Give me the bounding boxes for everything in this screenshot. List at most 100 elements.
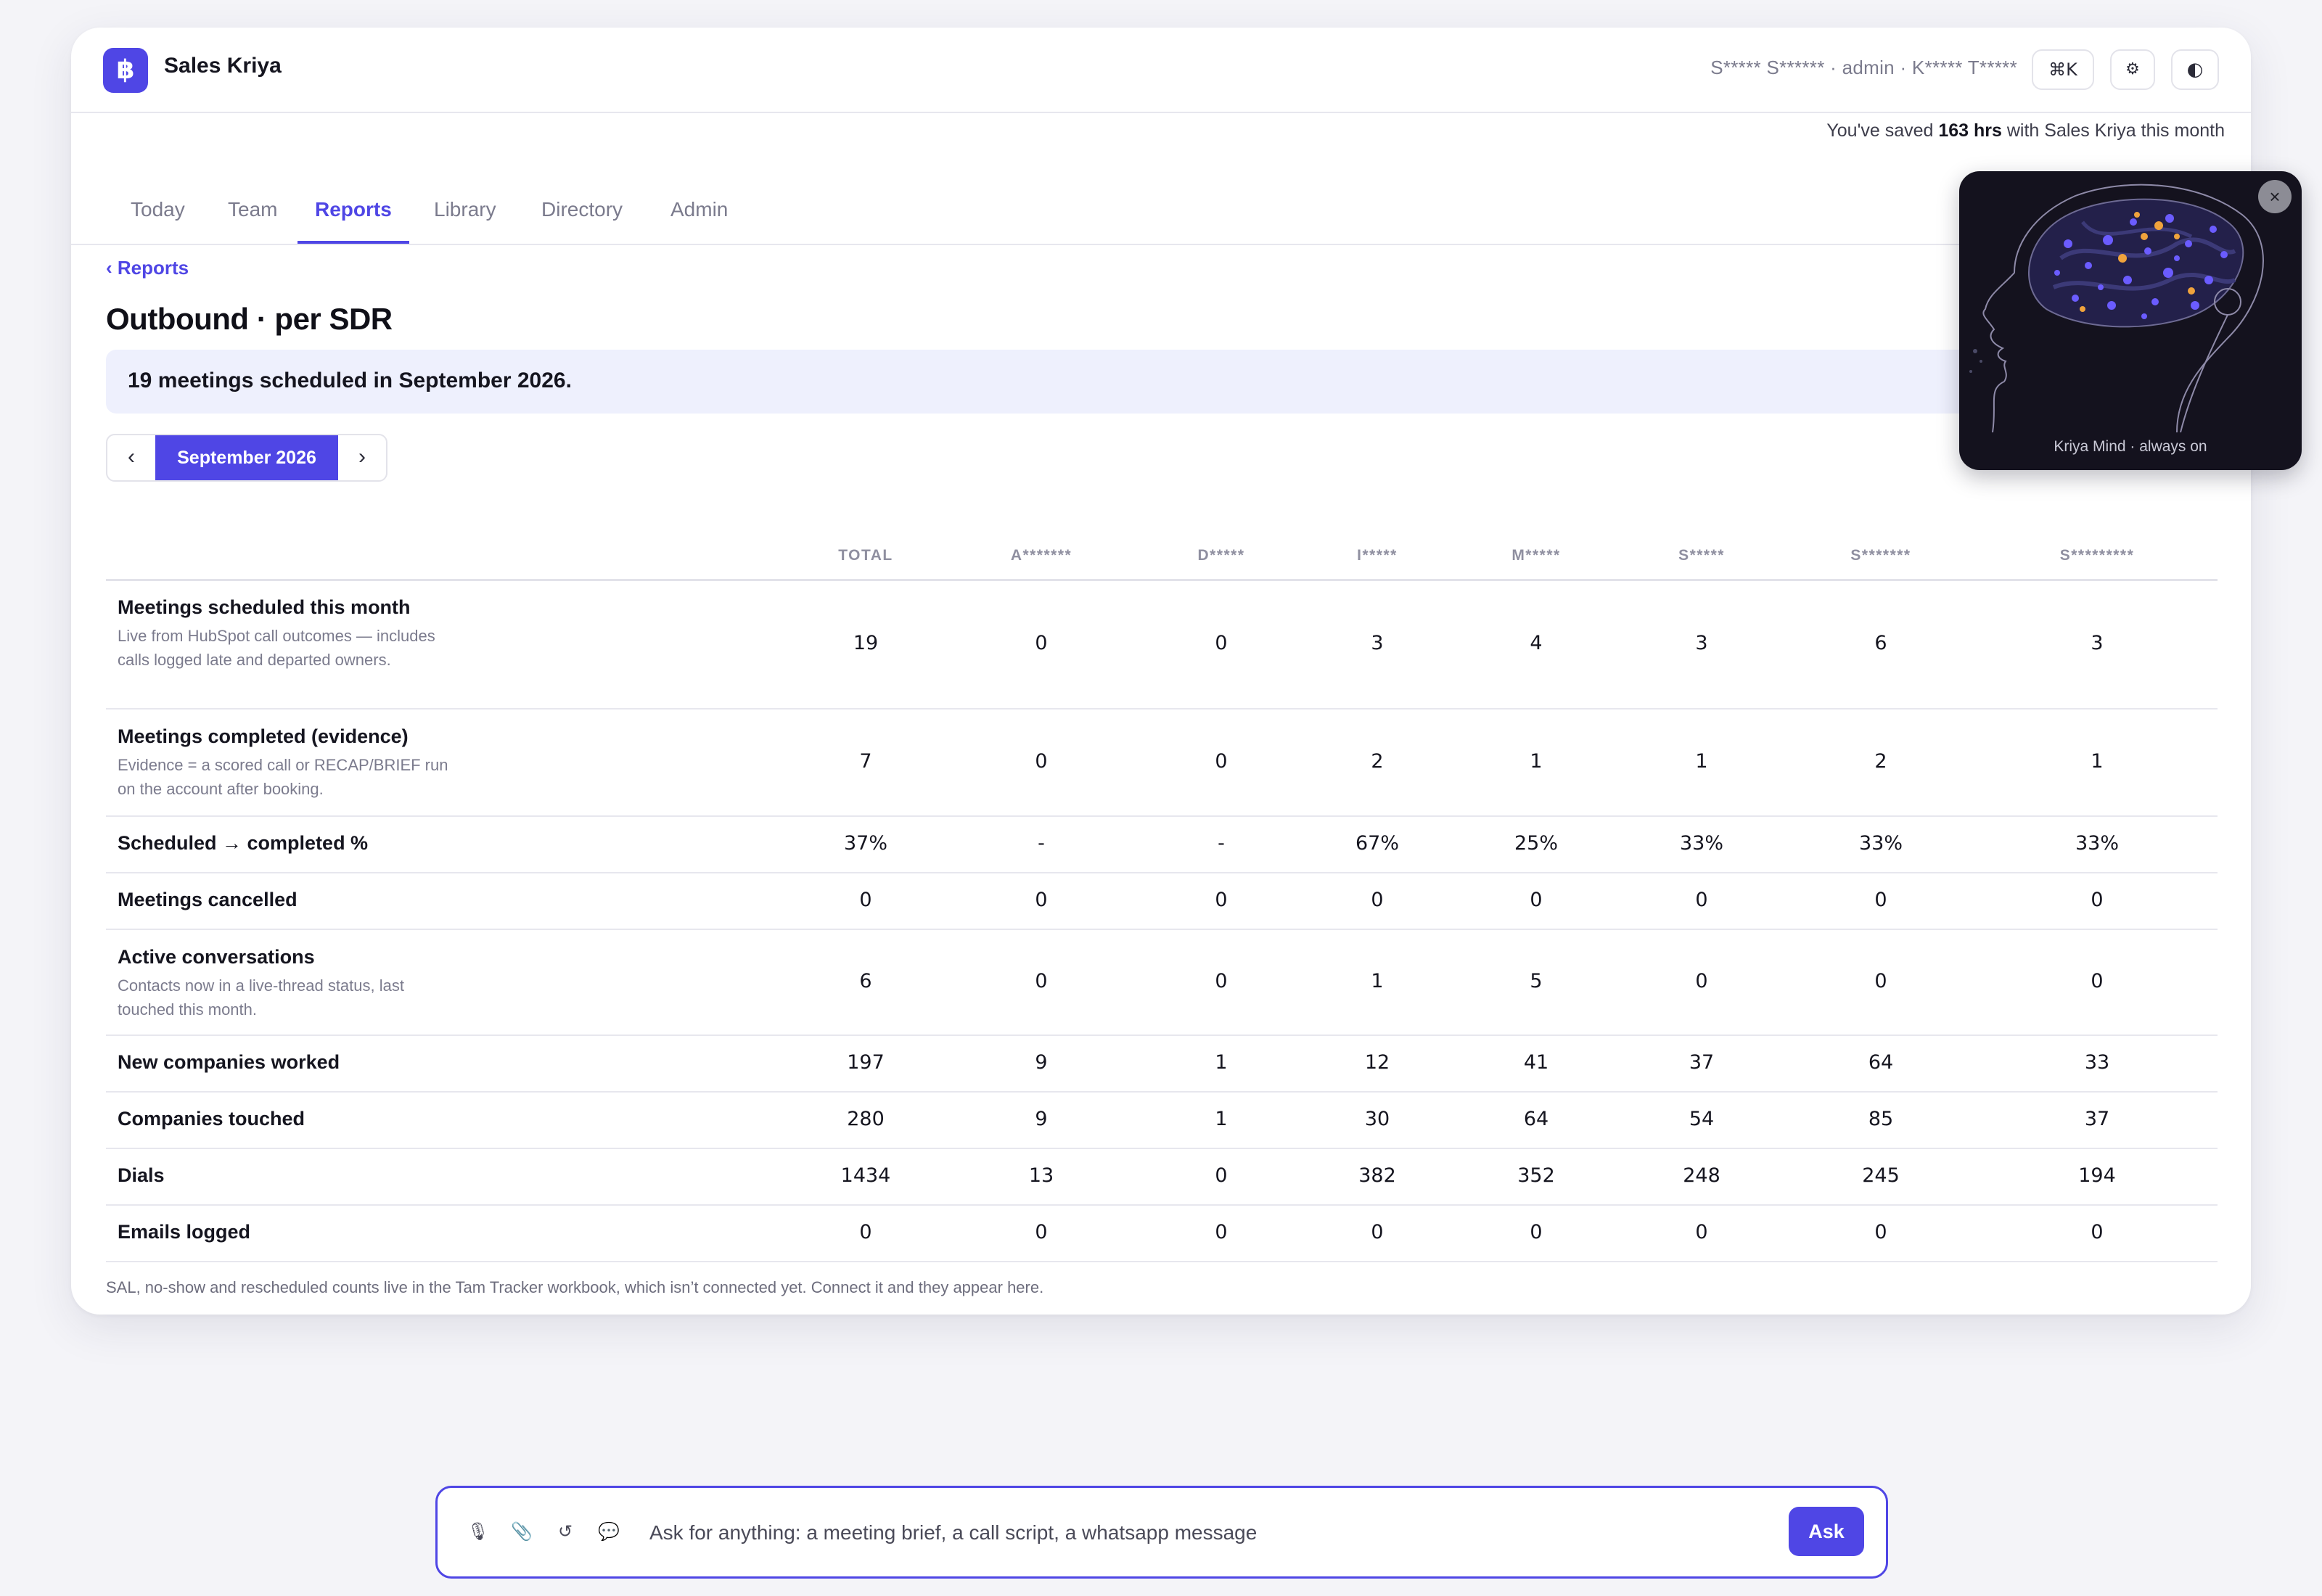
- refresh-icon[interactable]: ↺: [557, 1521, 573, 1542]
- sdr-value-cell: 0: [2091, 970, 2104, 992]
- tab-team[interactable]: Team: [228, 198, 278, 221]
- tab-library[interactable]: Library: [434, 198, 496, 221]
- row-label: Meetings cancelled: [118, 889, 298, 910]
- sdr-value-cell: 382: [1358, 1164, 1396, 1187]
- sdr-value-cell: 0: [1371, 1221, 1384, 1243]
- sdr-value-cell: 64: [1523, 1108, 1549, 1130]
- column-header-sdr: S*****: [1678, 547, 1725, 564]
- sdr-value-cell: 1: [1215, 1108, 1228, 1130]
- table-row: Dials 1434 13 0 382 352 248 245 194: [106, 1148, 2218, 1206]
- row-label: Dials: [118, 1164, 165, 1186]
- sdr-value-cell: 9: [1035, 1108, 1048, 1130]
- app-logo-icon[interactable]: ฿: [103, 48, 148, 93]
- sdr-value-cell: 0: [1371, 889, 1384, 911]
- table-row: Emails logged 0 0 0 0 0 0 0 0: [106, 1204, 2218, 1262]
- sdr-value-cell: 1: [1371, 970, 1384, 992]
- sdr-value-cell: 5: [1530, 970, 1543, 992]
- column-header-sdr: S*******: [1850, 547, 1911, 564]
- sdr-value-cell: 0: [1695, 1221, 1708, 1243]
- command-palette-button[interactable]: ⌘K: [2032, 49, 2094, 90]
- column-header-sdr: A*******: [1010, 547, 1072, 564]
- row-description: Contacts now in a live-thread status, la…: [118, 976, 404, 1019]
- close-icon[interactable]: ×: [2258, 180, 2292, 213]
- row-label: Meetings scheduled this month: [118, 596, 411, 618]
- ask-button[interactable]: Ask: [1789, 1507, 1864, 1556]
- table-footnote: SAL, no-show and rescheduled counts live…: [106, 1278, 1044, 1296]
- total-cell: 0: [859, 1221, 872, 1243]
- sdr-value-cell: 9: [1035, 1051, 1048, 1074]
- sdr-value-cell: 0: [1874, 1221, 1887, 1243]
- sdr-value-cell: 3: [1695, 632, 1708, 654]
- sdr-value-cell: 3: [1371, 632, 1384, 654]
- table-row: Meetings cancelled 0 0 0 0 0 0 0 0: [106, 872, 2218, 930]
- sdr-value-cell: 41: [1523, 1051, 1549, 1074]
- chat-bubble-icon[interactable]: 💬: [598, 1521, 620, 1542]
- kriya-mind-widget[interactable]: × Kriya Mind · always on: [1959, 171, 2302, 470]
- sdr-value-cell: 0: [1215, 750, 1228, 773]
- sdr-value-cell: 0: [1695, 970, 1708, 992]
- sdr-value-cell: 33%: [1679, 832, 1723, 855]
- time-saved-suffix: with Sales Kriya this month: [2001, 120, 2225, 141]
- table-header: TOTAL A******* D***** I***** M***** S***…: [106, 517, 2218, 581]
- sdr-value-cell: 0: [1215, 632, 1228, 654]
- next-month-button[interactable]: ›: [358, 445, 366, 469]
- sdr-value-cell: 245: [1862, 1164, 1900, 1187]
- app-name: Sales Kriya: [164, 54, 282, 78]
- sdr-value-cell: 1: [1530, 750, 1543, 773]
- microphone-icon[interactable]: 🎙: [467, 1521, 490, 1542]
- tab-admin[interactable]: Admin: [670, 198, 729, 221]
- total-cell: 7: [859, 750, 872, 773]
- back-to-reports-link[interactable]: ‹ Reports: [106, 257, 189, 279]
- sdr-value-cell: 0: [1530, 1221, 1543, 1243]
- row-label: Scheduled → completed %: [118, 832, 369, 854]
- sdr-value-cell: 12: [1364, 1051, 1390, 1074]
- sdr-value-cell: 248: [1683, 1164, 1720, 1187]
- sdr-value-cell: 3: [2091, 632, 2104, 654]
- sdr-value-cell: 4: [1530, 632, 1543, 654]
- ask-input[interactable]: [648, 1515, 1478, 1550]
- sdr-value-cell: 0: [1695, 889, 1708, 911]
- sdr-value-cell: 1: [1695, 750, 1708, 773]
- tab-directory[interactable]: Directory: [541, 198, 623, 221]
- neuron-dots: [2054, 214, 2228, 319]
- current-month-label[interactable]: September 2026: [155, 435, 338, 480]
- sdr-value-cell: 0: [1035, 970, 1048, 992]
- sdr-value-cell: 0: [2091, 889, 2104, 911]
- table-row: Companies touched 280 9 1 30 64 54 85 37: [106, 1091, 2218, 1149]
- total-cell: 280: [847, 1108, 885, 1130]
- tab-reports[interactable]: Reports: [298, 170, 409, 244]
- tab-today[interactable]: Today: [131, 198, 185, 221]
- table-row: Meetings scheduled this month Live from H…: [106, 579, 2218, 709]
- summary-banner: 19 meetings scheduled in September 2026.: [106, 350, 2216, 414]
- total-cell: 197: [847, 1051, 885, 1074]
- time-saved-prefix: You've saved: [1826, 120, 1939, 141]
- user-info: S***** S****** · admin · K***** T*****: [1710, 57, 2017, 78]
- page-title: Outbound · per SDR: [106, 302, 393, 336]
- top-bar: ฿ Sales Kriya S***** S****** · admin · K…: [71, 28, 2251, 113]
- paperclip-icon[interactable]: 📎: [511, 1521, 533, 1542]
- column-header-sdr: M*****: [1511, 547, 1561, 564]
- sdr-value-cell: 30: [1364, 1108, 1390, 1130]
- sdr-value-cell: 0: [1035, 750, 1048, 773]
- sdr-value-cell: 33: [2084, 1051, 2110, 1074]
- sdr-value-cell: 13: [1028, 1164, 1054, 1187]
- sdr-value-cell: 37: [1689, 1051, 1715, 1074]
- sdr-value-cell: 1: [1215, 1051, 1228, 1074]
- sdr-value-cell: 1: [2091, 750, 2104, 773]
- column-header-sdr: D*****: [1197, 547, 1245, 564]
- sdr-value-cell: 0: [1874, 889, 1887, 911]
- brain-illustration: [1969, 184, 2264, 433]
- column-header-total: TOTAL: [838, 547, 893, 564]
- row-description: Live from HubSpot call outcomes — includ…: [118, 627, 435, 669]
- sdr-value-cell: 33%: [1858, 832, 1903, 855]
- table-row: Active conversations Contacts now in a li…: [106, 929, 2218, 1036]
- sdr-value-cell: 0: [1215, 1221, 1228, 1243]
- row-label: Companies touched: [118, 1108, 305, 1130]
- sdr-value-cell: 67%: [1355, 832, 1399, 855]
- settings-gear-icon[interactable]: ⚙: [2110, 49, 2155, 90]
- previous-month-button[interactable]: ‹: [128, 445, 135, 469]
- theme-toggle-icon[interactable]: ◐: [2171, 49, 2219, 90]
- row-label: New companies worked: [118, 1051, 340, 1073]
- time-saved-banner: You've saved 163 hrs with Sales Kriya th…: [1826, 120, 2225, 141]
- sdr-value-cell: 0: [1035, 889, 1048, 911]
